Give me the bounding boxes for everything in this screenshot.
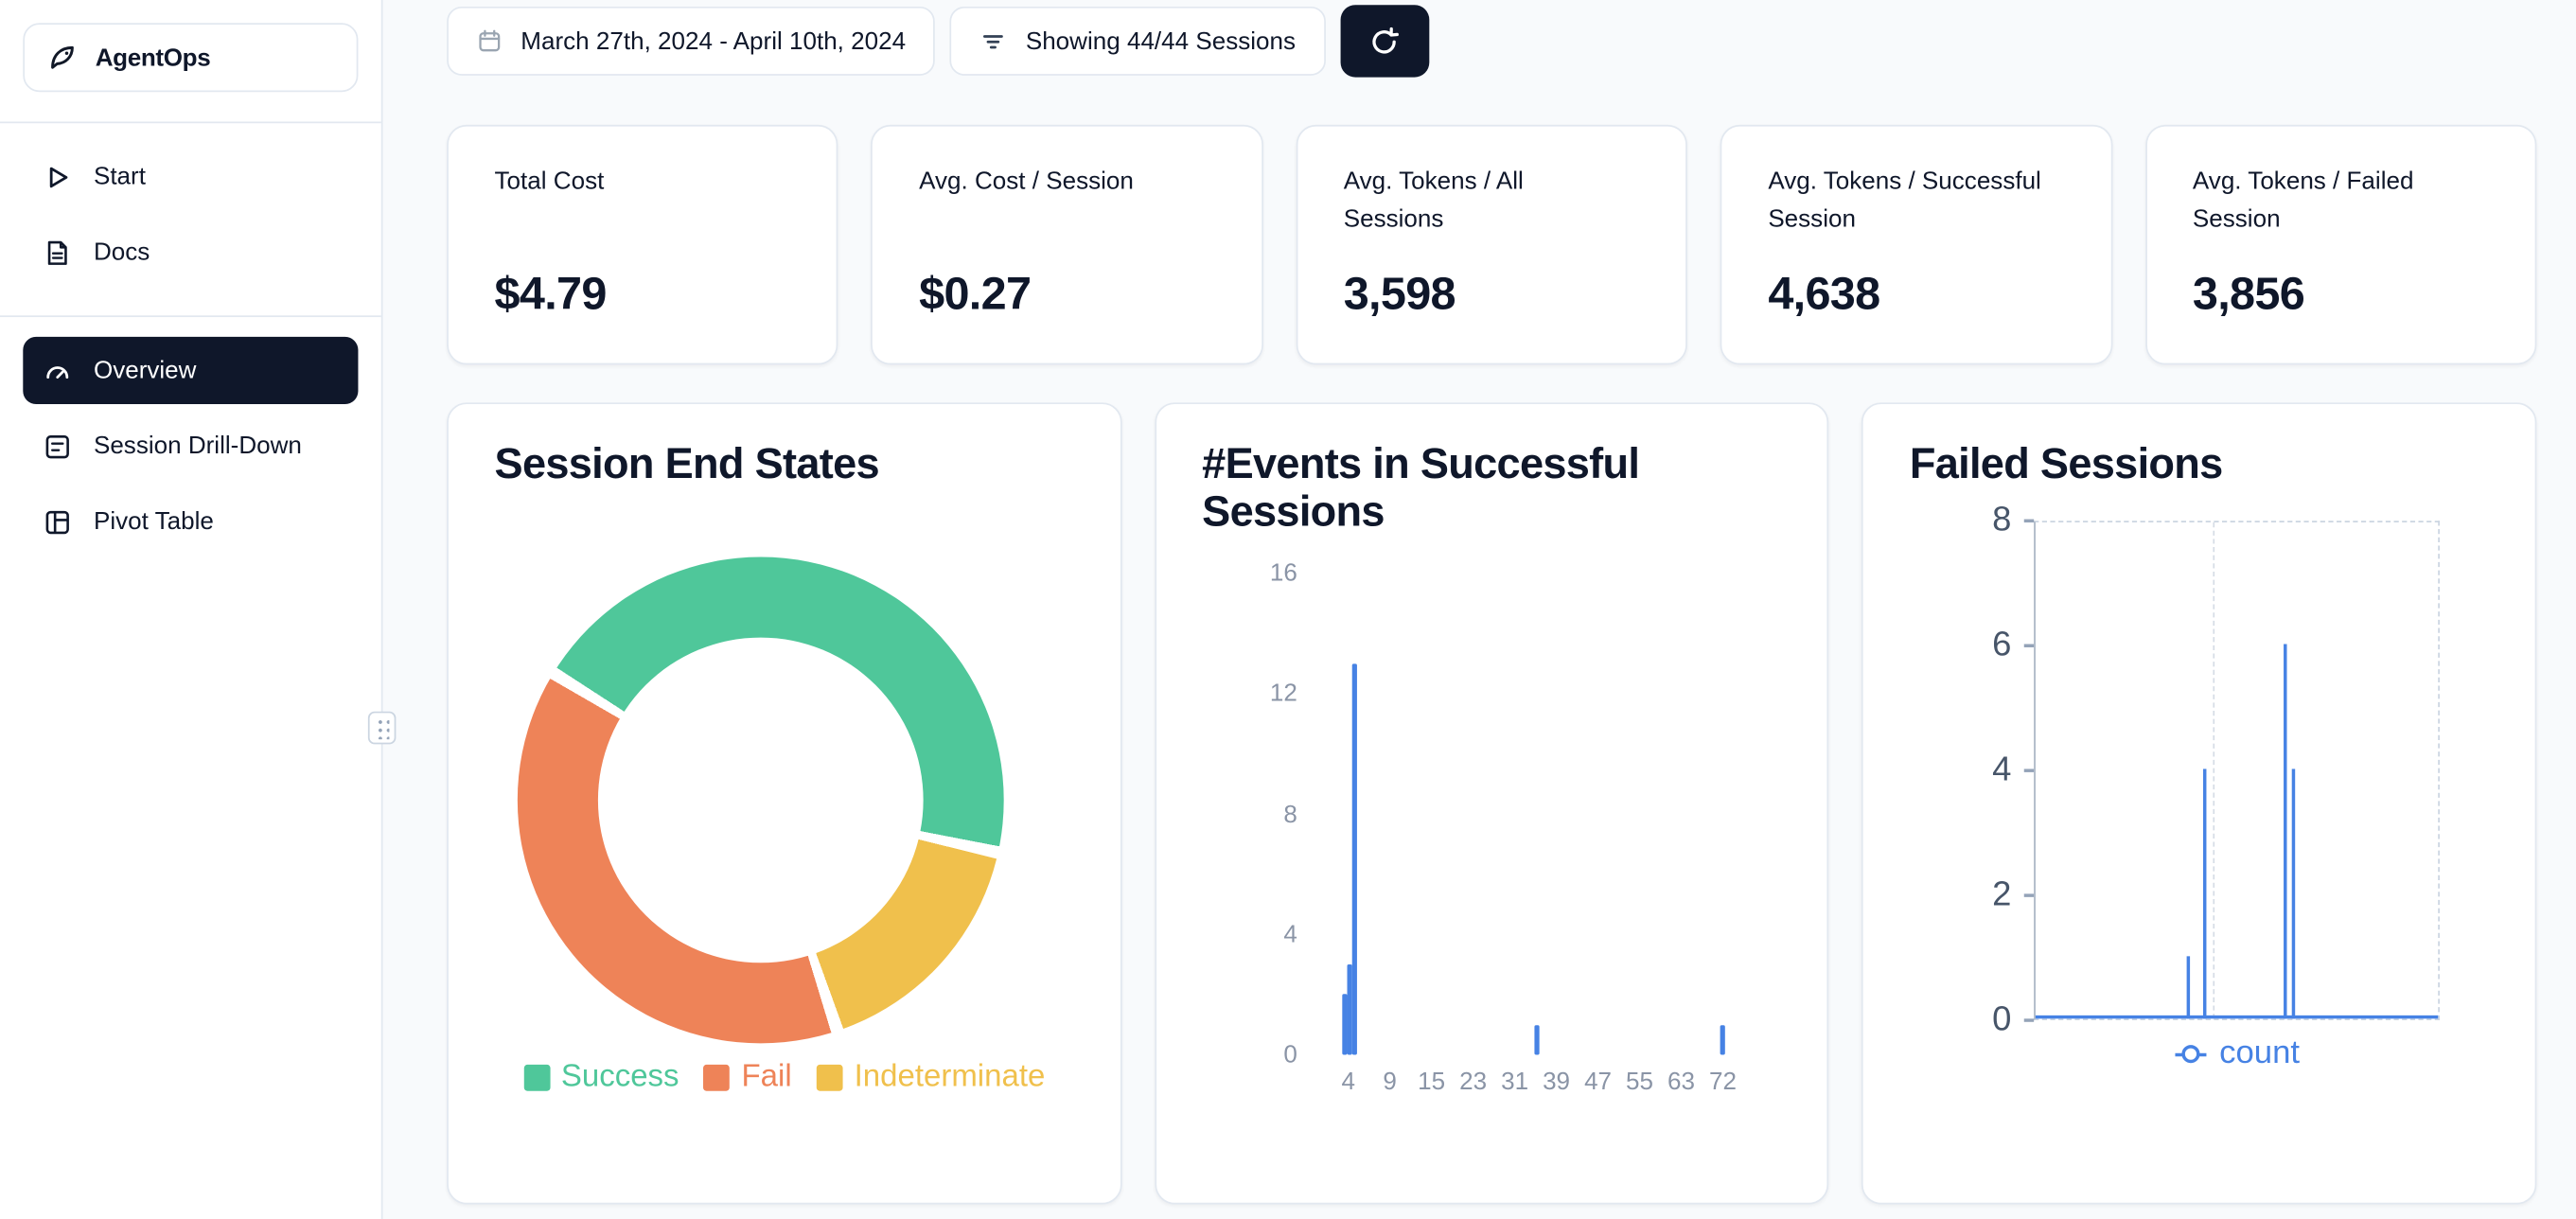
sidebar: AgentOps Start xyxy=(0,0,383,1219)
failed-legend[interactable]: count xyxy=(2035,1035,2441,1073)
stat-value: 3,598 xyxy=(1343,267,1456,319)
stat-card-avg-tokens-successful: Avg. Tokens / Successful Session 4,638 xyxy=(1720,124,2112,365)
pie-legend: Success Fail Indeterminate xyxy=(449,1060,1120,1096)
pie-legend-item[interactable]: Success xyxy=(522,1059,679,1096)
stat-value: 4,638 xyxy=(1768,267,1880,319)
sidebar-item-start[interactable]: Start xyxy=(23,143,358,210)
sidebar-item-label: Start xyxy=(93,162,146,191)
date-range-button[interactable]: March 27th, 2024 - April 10th, 2024 xyxy=(447,6,936,76)
bar xyxy=(1352,663,1358,1055)
stat-value: $4.79 xyxy=(494,267,608,319)
sidebar-item-label: Pivot Table xyxy=(93,507,214,536)
chart-title: Failed Sessions xyxy=(1909,438,2223,488)
legend-marker-line xyxy=(2175,1045,2207,1064)
spike xyxy=(2284,644,2287,1019)
spike xyxy=(2292,768,2296,1019)
legend-label: count xyxy=(2219,1034,2301,1071)
stat-label: Avg. Tokens / Successful Session xyxy=(1768,168,2041,234)
session-list-icon xyxy=(43,432,72,461)
app-title: AgentOps xyxy=(95,44,211,72)
zero-baseline xyxy=(2036,1015,2439,1019)
pivot-table-icon xyxy=(43,507,72,537)
calendar-icon xyxy=(476,28,503,55)
chart-title: #Events in Successful Sessions xyxy=(1202,438,1640,537)
refresh-button[interactable] xyxy=(1339,5,1429,78)
session-end-states-card: Session End States Success Fail xyxy=(447,402,1122,1205)
sidebar-nav-main: Overview Session Drill-Down xyxy=(0,317,381,569)
bar xyxy=(1720,1024,1726,1055)
stat-value: $0.27 xyxy=(919,267,1032,319)
donut-hole xyxy=(598,637,925,963)
sidebar-item-label: Docs xyxy=(93,238,150,267)
sidebar-nav-top: Start Docs xyxy=(0,123,381,299)
stat-card-avg-cost-session: Avg. Cost / Session $0.27 xyxy=(871,124,1263,365)
legend-label: Success xyxy=(560,1059,679,1095)
stat-label: Avg. Tokens / All Sessions xyxy=(1343,168,1524,234)
chart-title: Session End States xyxy=(494,438,880,488)
grip-dots-icon xyxy=(375,716,389,739)
gauge-icon xyxy=(43,356,72,385)
sidebar-item-session-drill-down[interactable]: Session Drill-Down xyxy=(23,413,358,480)
legend-swatch xyxy=(703,1064,731,1091)
legend-swatch xyxy=(522,1064,550,1091)
bar xyxy=(1341,994,1347,1055)
stat-label: Total Cost xyxy=(494,168,605,196)
gridline-vertical xyxy=(2213,522,2215,1019)
pie-legend-item[interactable]: Fail xyxy=(703,1059,792,1096)
bar xyxy=(1533,1024,1540,1055)
spike xyxy=(2186,956,2191,1019)
document-icon xyxy=(43,238,72,267)
stat-value: 3,856 xyxy=(2192,267,2305,319)
charts-row: Session End States Success Fail xyxy=(447,402,2537,1205)
pie-legend-item[interactable]: Indeterminate xyxy=(816,1059,1046,1096)
events-successful-card: #Events in Successful Sessions 16 12 8 4 0 4… xyxy=(1154,402,1829,1205)
sessions-filter-button[interactable]: Showing 44/44 Sessions xyxy=(949,6,1326,76)
events-xticks: 4 9 15 23 31 39 47 55 63 72 xyxy=(1341,1068,1737,1096)
filter-icon xyxy=(979,27,1008,56)
stat-card-avg-tokens-all: Avg. Tokens / All Sessions 3,598 xyxy=(1296,124,1688,365)
stat-card-total-cost: Total Cost $4.79 xyxy=(447,124,839,365)
refresh-icon xyxy=(1367,24,1402,58)
sidebar-item-pivot-table[interactable]: Pivot Table xyxy=(23,488,358,556)
legend-label: Fail xyxy=(741,1059,792,1095)
agentops-logo-icon xyxy=(46,41,79,74)
sidebar-item-label: Overview xyxy=(93,356,197,385)
agentops-logo[interactable]: AgentOps xyxy=(23,23,359,93)
date-range-label: March 27th, 2024 - April 10th, 2024 xyxy=(520,26,907,56)
toolbar: March 27th, 2024 - April 10th, 2024 Show… xyxy=(447,5,1429,78)
legend-label: Indeterminate xyxy=(854,1059,1046,1095)
sidebar-resize-handle[interactable] xyxy=(367,711,397,745)
failed-plot xyxy=(2034,521,2441,1021)
stat-label: Avg. Cost / Session xyxy=(919,168,1134,196)
legend-swatch xyxy=(816,1064,843,1091)
donut-chart xyxy=(518,556,1005,1044)
sessions-filter-label: Showing 44/44 Sessions xyxy=(1025,26,1297,56)
sidebar-item-overview[interactable]: Overview xyxy=(23,336,359,405)
events-plot xyxy=(1327,574,1744,1055)
spike xyxy=(2203,768,2208,1019)
stat-card-avg-tokens-failed: Avg. Tokens / Failed Session 3,856 xyxy=(2144,124,2537,365)
events-yticks: 16 12 8 4 0 xyxy=(1269,559,1297,1069)
play-icon xyxy=(43,162,72,191)
bar xyxy=(1347,964,1352,1055)
stats-row: Total Cost $4.79 Avg. Cost / Session $0.… xyxy=(447,124,2537,365)
stat-label: Avg. Tokens / Failed Session xyxy=(2192,168,2414,234)
sidebar-item-docs[interactable]: Docs xyxy=(23,219,358,286)
sidebar-divider xyxy=(0,121,381,124)
sidebar-divider xyxy=(0,315,381,318)
sidebar-item-label: Session Drill-Down xyxy=(93,432,302,461)
